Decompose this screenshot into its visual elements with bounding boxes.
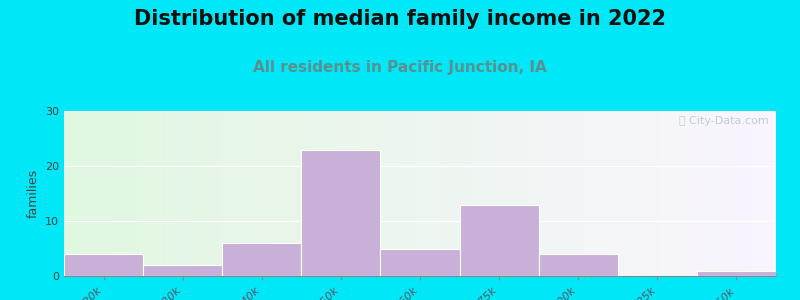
Bar (64, 254, 143, 276)
Bar (143, 265, 222, 276)
Text: All residents in Pacific Junction, IA: All residents in Pacific Junction, IA (253, 60, 547, 75)
Bar (222, 243, 302, 276)
Bar (697, 271, 776, 276)
Text: Distribution of median family income in 2022: Distribution of median family income in … (134, 9, 666, 29)
Bar (302, 149, 381, 276)
Bar (381, 248, 459, 276)
Bar (459, 205, 538, 276)
Text: Ⓢ City-Data.com: Ⓢ City-Data.com (679, 116, 769, 126)
Bar (538, 254, 618, 276)
Y-axis label: families: families (26, 169, 39, 218)
